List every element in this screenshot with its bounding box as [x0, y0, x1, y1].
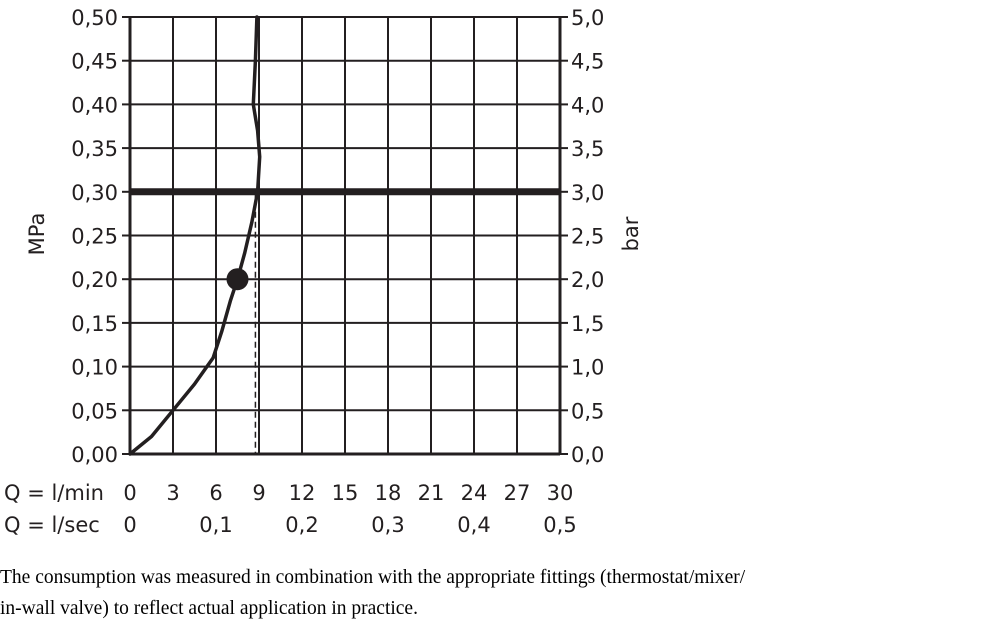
x-tick-label-lmin: 30: [547, 481, 574, 505]
series-group: [128, 15, 262, 456]
y-tick-label-right: 3,5: [571, 137, 604, 161]
x-axis-label-lsec: Q = l/sec: [4, 513, 100, 537]
x-tick-label-lmin: 27: [504, 481, 531, 505]
y-tick-label-left: 0,10: [71, 356, 118, 380]
x-tick-label-lsec: 0,4: [457, 513, 490, 537]
caption-line-1: The consumption was measured in combinat…: [0, 567, 746, 588]
x-tick-label-lsec: 0,5: [543, 513, 576, 537]
x-tick-label-lmin: 3: [166, 481, 179, 505]
y-tick-label-left: 0,50: [71, 6, 118, 30]
x-tick-label-lsec: 0,3: [371, 513, 404, 537]
y-tick-labels-left: 0,00 0,05 0,10 0,15 0,20 0,25 0,30 0,35 0,40 0,45…: [71, 6, 118, 467]
y-tick-label-left: 0,40: [71, 93, 118, 117]
y-axis-title-right: bar: [619, 216, 643, 251]
y-tick-label-right: 2,5: [571, 225, 604, 249]
y-axis-title-left: MPa: [25, 213, 49, 256]
y-tick-label-right: 0,5: [571, 399, 604, 423]
marker-point: [226, 268, 249, 291]
y-tick-label-right: 2,0: [571, 268, 604, 292]
x-tick-label-lmin: 21: [418, 481, 445, 505]
x-tick-label-lmin: 0: [123, 481, 136, 505]
y-tick-label-left: 0,25: [71, 225, 118, 249]
series-line: [128, 15, 262, 456]
y-tick-label-right: 4,0: [571, 93, 604, 117]
x-axis-label-lmin: Q = l/min: [4, 481, 104, 505]
x-tick-label-lmin: 15: [332, 481, 359, 505]
x-tick-label-lsec: 0: [123, 513, 136, 537]
reference-line-group: [130, 188, 560, 454]
y-tick-label-right: 0,0: [571, 443, 604, 467]
y-tick-label-left: 0,30: [71, 181, 118, 205]
x-tick-label-lmin: 6: [209, 481, 222, 505]
x-tick-label-lmin: 12: [289, 481, 316, 505]
y-tick-label-left: 0,45: [71, 50, 118, 74]
plot-frame: [128, 17, 562, 456]
y-tick-label-left: 0,15: [71, 312, 118, 336]
y-tick-label-right: 5,0: [571, 6, 604, 30]
y-tick-label-left: 0,05: [71, 399, 118, 423]
caption-line-2: in-wall valve) to reflect actual applica…: [0, 598, 418, 619]
x-tick-label-lmin: 18: [375, 481, 402, 505]
y-tick-labels-right: 0,0 0,5 1,0 1,5 2,0 2,5 3,0 3,5 4,0 4,5 5,0: [571, 6, 604, 467]
x-tick-label-lsec: 0,2: [285, 513, 318, 537]
y-tick-label-right: 1,5: [571, 312, 604, 336]
x-tick-label-lsec: 0,1: [199, 513, 232, 537]
flow-pressure-chart: 0,000,050,100,150,200,250,300,350,400,45…: [4, 6, 643, 537]
y-tick-label-right: 3,0: [571, 181, 604, 205]
y-tick-label-left: 0,35: [71, 137, 118, 161]
x-tick-label-lmin: 24: [461, 481, 488, 505]
y-tick-label-right: 4,5: [571, 50, 604, 74]
y-tick-label-left: 0,00: [71, 443, 118, 467]
y-tick-label-right: 1,0: [571, 356, 604, 380]
x-tick-label-lmin: 9: [252, 481, 265, 505]
x-tick-labels: 0 3 6 9 12 15 18 21 24 27 30 0 0,1 0,2 0,3 0,4 0,5: [123, 481, 576, 537]
y-tick-label-left: 0,20: [71, 268, 118, 292]
caption: The consumption was measured in combinat…: [0, 562, 1000, 624]
